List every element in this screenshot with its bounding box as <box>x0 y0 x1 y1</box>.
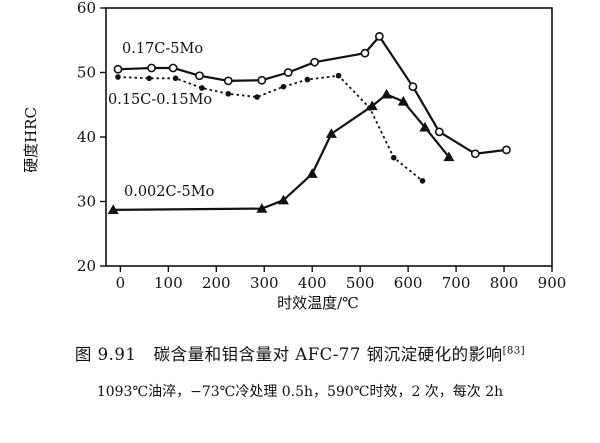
data-point <box>408 82 418 92</box>
data-point <box>147 63 156 73</box>
x-tick-label: 0 <box>116 274 126 292</box>
data-point <box>470 149 480 159</box>
y-tick-label: 50 <box>77 64 96 82</box>
data-point <box>115 74 121 80</box>
data-point <box>390 154 397 161</box>
data-point <box>172 75 179 82</box>
data-point <box>306 168 318 178</box>
data-point <box>360 48 370 58</box>
x-tick-label: 100 <box>154 274 183 292</box>
x-tick-label: 200 <box>202 274 231 292</box>
x-tick-label: 500 <box>346 274 375 292</box>
x-axis-title: 时效温度/℃ <box>277 294 359 312</box>
data-point <box>146 75 152 82</box>
series-line <box>117 74 424 182</box>
data-point <box>195 71 204 81</box>
data-point <box>168 63 178 73</box>
series-layer <box>107 31 511 215</box>
data-point <box>366 100 378 111</box>
data-point <box>419 121 431 132</box>
series-label-2: 0.15C-0.15Mo <box>108 92 212 108</box>
data-point <box>434 127 444 137</box>
x-tick-label: 900 <box>538 274 567 292</box>
y-tick-label: 60 <box>77 0 96 17</box>
data-point <box>335 72 342 79</box>
data-point <box>419 178 426 184</box>
data-point <box>223 76 233 86</box>
x-tick-label: 300 <box>250 274 279 292</box>
data-point <box>310 57 320 67</box>
x-tick-label: 400 <box>298 274 327 292</box>
hardness-vs-aging-temperature-chart: 0 100 200 300 400 500 600 700 800 900 20 30 40 50 60 0… <box>22 0 566 312</box>
data-point <box>443 151 455 162</box>
series-labels: 0.17C-5Mo 0.15C-0.15Mo 0.002C-5Mo <box>108 41 214 200</box>
figure-conditions: 1093℃油淬，−73℃冷处理 0.5h，590℃时效，2 次，每次 2h <box>96 384 504 400</box>
series-3 <box>107 88 455 215</box>
data-point <box>304 76 311 83</box>
y-tick-label: 20 <box>77 257 96 275</box>
figure-subcaption: 1093℃油淬，−73℃冷处理 0.5h，590℃时效，2 次，每次 2h <box>0 381 600 401</box>
data-point <box>397 96 409 106</box>
series-1 <box>113 31 511 159</box>
series-2 <box>115 72 426 184</box>
data-point <box>113 64 123 74</box>
figure-title: 碳含量和钼含量对 AFC-77 钢沉淀硬化的影响 <box>153 345 503 364</box>
y-axis-title: 硬度HRC <box>22 107 40 173</box>
data-point <box>225 90 232 97</box>
data-point <box>107 204 119 215</box>
series-label-3: 0.002C-5Mo <box>124 184 214 200</box>
axis-ticks: 0 100 200 300 400 500 600 700 800 900 20 30 40 50 60 <box>77 0 566 292</box>
y-tick-label: 30 <box>77 193 96 211</box>
data-point <box>381 88 393 99</box>
figure-caption: 图 9.91 碳含量和钼含量对 AFC-77 钢沉淀硬化的影响[83] <box>0 341 600 365</box>
data-point <box>199 85 205 91</box>
data-point <box>283 68 293 77</box>
data-point <box>280 83 287 90</box>
x-tick-label: 700 <box>442 274 471 292</box>
data-point <box>254 94 260 100</box>
x-tick-label: 800 <box>490 274 519 292</box>
data-point <box>502 145 511 155</box>
reference-marker: [83] <box>502 345 526 357</box>
data-point <box>374 31 384 41</box>
series-label-1: 0.17C-5Mo <box>122 41 203 57</box>
data-point <box>257 75 267 85</box>
figure-number: 图 9.91 <box>74 345 137 364</box>
data-point <box>325 128 337 138</box>
series-line <box>113 93 450 211</box>
series-line <box>117 35 507 155</box>
y-tick-label: 40 <box>77 128 96 146</box>
data-point <box>277 194 289 205</box>
x-tick-label: 600 <box>394 274 423 292</box>
data-point <box>256 203 268 213</box>
